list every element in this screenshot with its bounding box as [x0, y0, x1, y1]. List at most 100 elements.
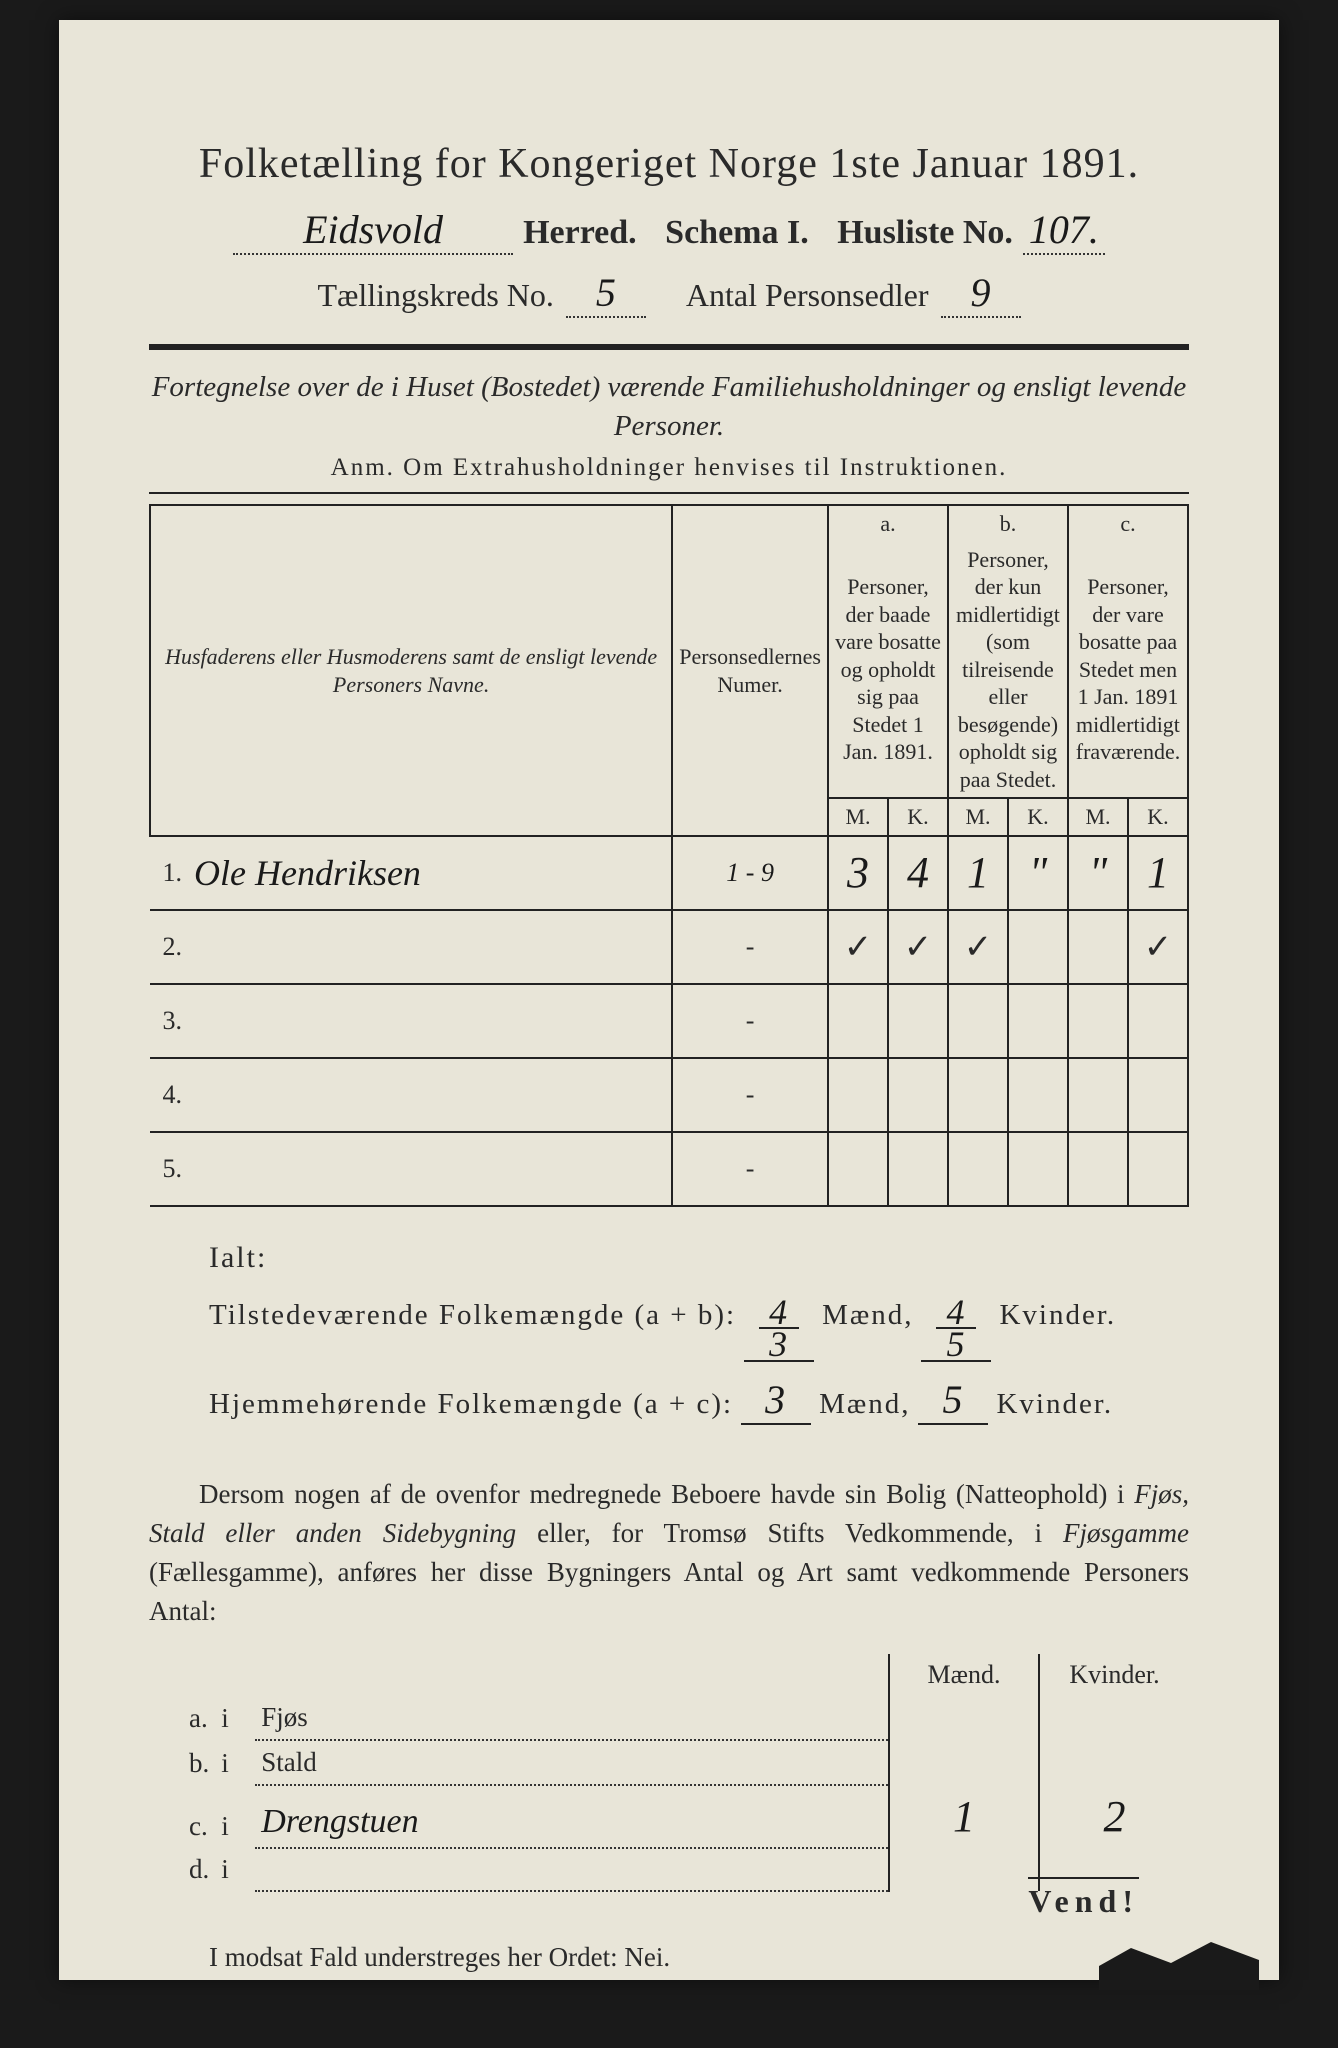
cell: ✓ — [828, 910, 888, 984]
divider-thick — [149, 344, 1189, 350]
cell — [1128, 1132, 1188, 1206]
b-m: M. — [948, 798, 1008, 836]
final-line: I modsat Fald understreges her Ordet: Ne… — [209, 1942, 1189, 1973]
page-tear — [1099, 1930, 1259, 1990]
cell: " — [1008, 836, 1068, 910]
a-k: K. — [888, 798, 948, 836]
cell — [1068, 1058, 1128, 1132]
cell — [1128, 1058, 1188, 1132]
cell — [828, 1058, 888, 1132]
personsedler-value: 9 — [941, 269, 1021, 318]
cell — [948, 1058, 1008, 1132]
ialt-label: Ialt: — [209, 1241, 1189, 1275]
sub-i: i — [215, 1696, 255, 1740]
cell — [1008, 1132, 1068, 1206]
label-kvinder: Kvinder. — [996, 1388, 1113, 1421]
cell — [1068, 1132, 1128, 1206]
cell: 1 — [948, 836, 1008, 910]
sub-row: b. i Stald — [149, 1740, 1189, 1785]
col-head-a-tag: a. — [828, 505, 948, 542]
main-title: Folketælling for Kongeriget Norge 1ste J… — [149, 140, 1189, 188]
table-row: 2. - ✓ ✓ ✓ ✓ — [150, 910, 1188, 984]
kreds-label: Tællingskreds No. — [317, 277, 553, 314]
sub-m — [889, 1696, 1039, 1740]
row-name — [188, 984, 672, 1058]
line-kreds: Tællingskreds No. 5 Antal Personsedler 9 — [149, 269, 1189, 318]
cell — [948, 984, 1008, 1058]
row-name: Ole Hendriksen — [188, 836, 672, 910]
table-row: 5. - — [150, 1132, 1188, 1206]
sub-desc — [255, 1848, 889, 1891]
cell — [1068, 910, 1128, 984]
row-name — [188, 910, 672, 984]
table-row: 4. - — [150, 1058, 1188, 1132]
sub-letter: c. — [149, 1785, 215, 1848]
cell — [888, 1058, 948, 1132]
cell — [888, 984, 948, 1058]
cell — [828, 1132, 888, 1206]
main-table: Husfaderens eller Husmoderens samt de en… — [149, 504, 1189, 1207]
cell: ✓ — [888, 910, 948, 984]
census-form-page: Folketælling for Kongeriget Norge 1ste J… — [59, 20, 1279, 1980]
row-num: 4. — [150, 1058, 188, 1132]
husliste-label: Husliste No. — [837, 214, 1013, 252]
cell — [1008, 1058, 1068, 1132]
col-head-numer: Personsedlernes Numer. — [672, 505, 828, 836]
row-name — [188, 1058, 672, 1132]
cell: ✓ — [948, 910, 1008, 984]
sub-i: i — [215, 1740, 255, 1785]
row-num: 1. — [150, 836, 188, 910]
paragraph: Dersom nogen af de ovenfor medregnede Be… — [149, 1475, 1189, 1632]
ialt-m-frac: 4 3 — [744, 1297, 814, 1362]
row-numer: - — [672, 1058, 828, 1132]
ialt-k-frac: 4 5 — [921, 1297, 991, 1362]
cell — [1068, 984, 1128, 1058]
sub-m: 1 — [889, 1785, 1039, 1848]
col-head-name: Husfaderens eller Husmoderens samt de en… — [150, 505, 672, 836]
row-num: 5. — [150, 1132, 188, 1206]
herred-label: Herred. — [523, 214, 637, 252]
cell — [948, 1132, 1008, 1206]
sub-k: 2 — [1039, 1785, 1189, 1848]
table-row: 3. - — [150, 984, 1188, 1058]
herred-value: Eidsvold — [233, 206, 513, 255]
personsedler-label: Antal Personsedler — [686, 277, 929, 314]
sub-m — [889, 1848, 1039, 1891]
kreds-value: 5 — [566, 269, 646, 318]
ialt-line-1: Tilstedeværende Folkemængde (a + b): 4 3… — [209, 1297, 1189, 1362]
sub-row: a. i Fjøs — [149, 1696, 1189, 1740]
row-name — [188, 1132, 672, 1206]
row-num: 2. — [150, 910, 188, 984]
col-head-b-tag: b. — [948, 505, 1068, 542]
table-row: 1. Ole Hendriksen 1 - 9 3 4 1 " " 1 — [150, 836, 1188, 910]
sub-maend: Mænd. — [889, 1654, 1039, 1696]
ialt-line1-label: Tilstedeværende Folkemængde (a + b): — [209, 1299, 736, 1332]
sub-row: c. i Drengstuen 1 2 — [149, 1785, 1189, 1848]
col-head-c-tag: c. — [1068, 505, 1188, 542]
sub-k — [1039, 1740, 1189, 1785]
cell: 3 — [828, 836, 888, 910]
cell: 1 — [1128, 836, 1188, 910]
sub-m — [889, 1740, 1039, 1785]
sub-letter: d. — [149, 1848, 215, 1891]
sub-k — [1039, 1696, 1189, 1740]
vend-label: Vend! — [1028, 1877, 1139, 1920]
subheading: Fortegnelse over de i Huset (Bostedet) v… — [149, 368, 1189, 446]
ialt-block: Ialt: Tilstedeværende Folkemængde (a + b… — [209, 1241, 1189, 1425]
a-m: M. — [828, 798, 888, 836]
b-k: K. — [1008, 798, 1068, 836]
sub-desc: Fjøs — [255, 1696, 889, 1740]
ialt-k: 5 — [918, 1376, 988, 1425]
sub-i: i — [215, 1848, 255, 1891]
row-num: 3. — [150, 984, 188, 1058]
label-maend: Mænd, — [822, 1299, 913, 1332]
anm-note: Anm. Om Extrahusholdninger henvises til … — [149, 454, 1189, 482]
row-numer: - — [672, 984, 828, 1058]
sub-letter: b. — [149, 1740, 215, 1785]
divider-thin — [149, 492, 1189, 494]
cell: " — [1068, 836, 1128, 910]
sub-table: Mænd. Kvinder. a. i Fjøs b. i Stald c. i… — [149, 1654, 1189, 1892]
cell — [1008, 910, 1068, 984]
cell: ✓ — [1128, 910, 1188, 984]
cell — [828, 984, 888, 1058]
